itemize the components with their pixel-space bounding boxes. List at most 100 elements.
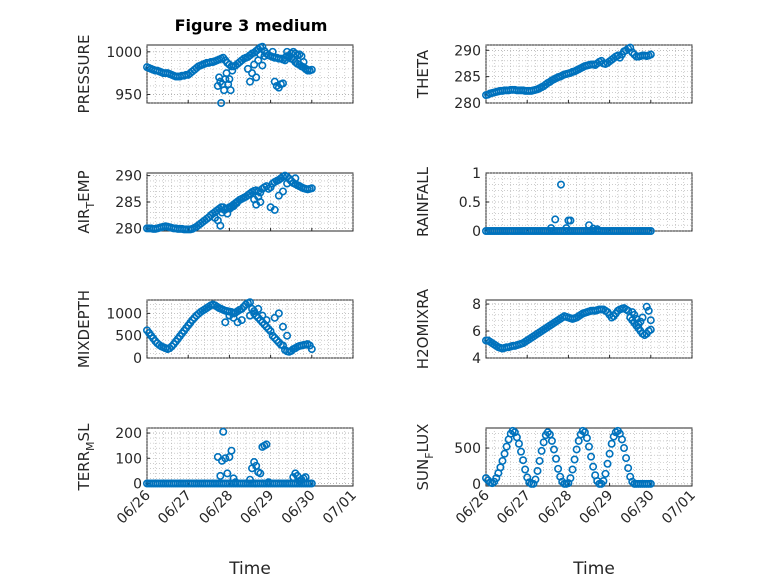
data-point: [217, 99, 226, 108]
data-point: [270, 313, 279, 322]
y-tick-label: 500: [454, 441, 481, 457]
data-point: [246, 77, 255, 86]
data-point: [529, 479, 538, 488]
data-point: [630, 310, 639, 319]
y-tick-label: 0.5: [459, 195, 481, 211]
data-point: [299, 58, 308, 67]
data-point: [613, 51, 622, 60]
y-axis-label: MIXDEPTH: [75, 290, 93, 368]
data-point: [307, 184, 316, 193]
grid: [485, 172, 693, 232]
data-point: [549, 445, 558, 454]
y-axis-label: THETA: [414, 49, 432, 99]
data-point: [229, 313, 238, 322]
x-axis-label: Time: [572, 559, 615, 579]
y-tick-label: 0: [472, 477, 481, 493]
data-point: [547, 436, 556, 445]
figure-title: Figure 3 medium: [175, 16, 328, 35]
data-point: [502, 442, 511, 451]
data-point: [295, 182, 304, 191]
y-tick-label: 280: [454, 96, 481, 112]
data-point: [519, 456, 528, 465]
data-point: [307, 479, 316, 488]
data-point: [589, 224, 598, 233]
series-markers: [481, 180, 655, 236]
data-point: [281, 56, 290, 65]
data-point: [646, 325, 655, 334]
data-point: [500, 449, 509, 458]
data-point: [268, 47, 277, 56]
data-point: [601, 469, 610, 478]
series-markers: [143, 427, 316, 488]
y-tick-label: 1000: [106, 45, 142, 61]
subplot-3: 280 285 290 AIRTEMP: [75, 169, 354, 237]
data-point: [572, 445, 581, 454]
data-point: [223, 469, 232, 478]
data-point: [226, 86, 235, 95]
data-point: [266, 327, 275, 336]
data-point: [521, 465, 530, 474]
data-point: [628, 48, 637, 57]
data-point: [624, 464, 633, 473]
data-point: [301, 473, 310, 482]
data-point: [262, 316, 271, 325]
data-point: [533, 466, 542, 475]
data-point: [582, 434, 591, 443]
data-point: [584, 442, 593, 451]
data-point: [605, 449, 614, 458]
data-point: [620, 444, 629, 453]
data-point: [258, 61, 267, 70]
data-point: [517, 447, 526, 456]
y-tick-label: 0: [133, 476, 142, 492]
data-point: [566, 474, 575, 483]
data-point: [514, 439, 523, 448]
data-point: [609, 432, 618, 441]
y-tick-label: 200: [115, 426, 142, 442]
grid: [485, 44, 693, 104]
series-markers: [143, 298, 316, 356]
data-point: [274, 191, 283, 200]
data-point: [622, 454, 631, 463]
data-point: [547, 224, 556, 233]
y-tick-label: 8: [472, 297, 481, 313]
y-tick-label: 290: [115, 169, 142, 185]
data-point: [566, 216, 575, 225]
data-point: [543, 428, 552, 437]
data-point: [256, 469, 265, 478]
y-tick-label: 1000: [106, 306, 142, 322]
y-tick-label: 290: [454, 43, 481, 59]
series-markers: [481, 426, 655, 488]
data-point: [531, 475, 540, 484]
data-point: [221, 454, 230, 463]
data-point: [228, 66, 237, 75]
data-point: [258, 311, 267, 320]
data-point: [256, 198, 265, 207]
y-tick-label: 285: [115, 195, 142, 211]
data-point: [481, 474, 490, 483]
data-point: [248, 69, 257, 78]
data-point: [221, 318, 230, 327]
y-tick-label: 4: [472, 351, 481, 367]
data-point: [646, 227, 655, 236]
data-point: [246, 475, 255, 484]
data-point: [291, 174, 300, 183]
series-markers: [481, 43, 655, 100]
data-point: [233, 318, 242, 327]
data-point: [256, 50, 265, 59]
data-point: [165, 344, 174, 353]
subplot-4: 0 0.5 1 RAINFALL: [414, 166, 693, 240]
data-point: [254, 304, 263, 313]
data-point: [642, 302, 651, 311]
data-point: [225, 75, 234, 84]
data-point: [562, 224, 571, 233]
data-point: [258, 42, 267, 51]
grid: [485, 428, 693, 486]
y-axis-label: RAINFALL: [414, 166, 432, 237]
series-markers: [481, 302, 655, 353]
data-point: [535, 456, 544, 465]
data-point: [644, 306, 653, 315]
data-point: [216, 221, 225, 230]
data-point: [599, 476, 608, 485]
data-point: [283, 331, 292, 340]
y-axis-label: SUNFLUX: [414, 424, 436, 491]
